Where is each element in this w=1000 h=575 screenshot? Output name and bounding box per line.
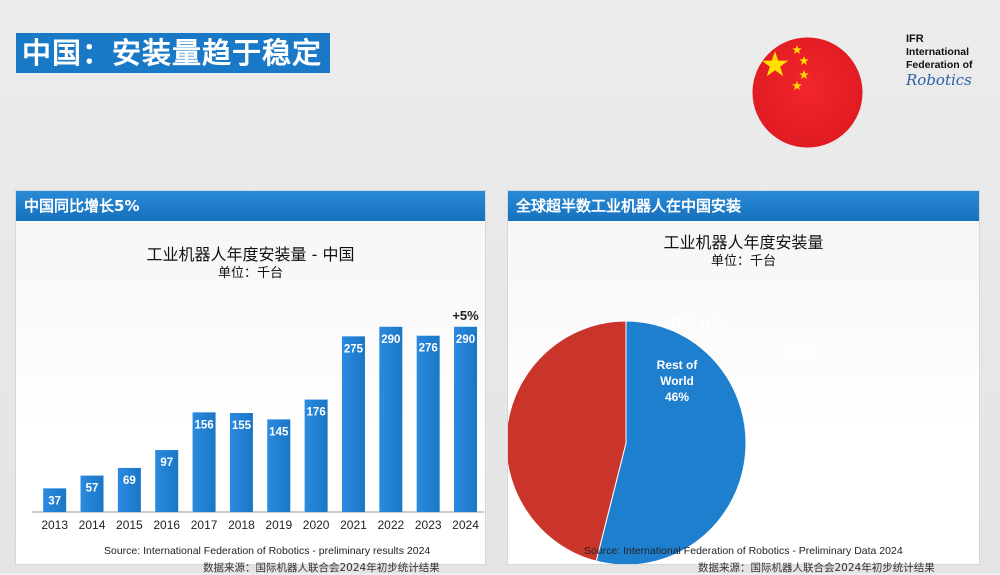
bar-2021 — [341, 336, 365, 512]
pie-panel-header: 全球超半数工业机器人在中国安装 — [508, 191, 979, 221]
pie-data-source: 数据来源：国际机器人联合会2024年初步统计结果 — [698, 562, 935, 574]
bar-value-label: 57 — [86, 483, 99, 495]
ifr-logo-line3: Federation of — [906, 59, 973, 71]
x-tick-label: 2024 — [452, 518, 479, 532]
pie-chart-unit: 单位：千台 — [710, 254, 776, 269]
bar-2024 — [454, 326, 478, 512]
pie-label-rest-cn: 其他地区 — [669, 316, 725, 332]
ifr-logo-line2: International — [906, 46, 970, 58]
x-tick-label: 2023 — [415, 518, 442, 532]
china-flag-icon — [752, 37, 863, 148]
flag-disc — [752, 37, 863, 148]
bar-2022 — [379, 326, 403, 512]
flag-small-star — [792, 45, 802, 54]
bar-value-label: 276 — [419, 343, 438, 355]
bar-2014 — [80, 475, 104, 512]
bar-panel-body: 工业机器人年度安装量 - 中国 单位：千台 37 2013 57 2014 69 2015… — [16, 221, 485, 564]
bar-value-label: 145 — [269, 426, 289, 438]
pie-label-china: China — [811, 391, 845, 405]
bar-chart-panel: 中国同比增长5% 工业机器人年度安装量 - 中国 单位：千台 37 2013 57 2… — [15, 190, 486, 565]
flag-small-star — [792, 81, 802, 90]
bar-chart: 37 2013 57 2014 69 2015 97 2016 156 2017 155 2018 14… — [32, 308, 485, 532]
pie-panel-body: 工业机器人年度安装量 单位：千台 中国 China 54% 其他地区 Rest of Wo… — [508, 221, 979, 564]
pie-label-china-cn: 中国 — [778, 343, 814, 363]
bar-value-label: 37 — [48, 495, 61, 507]
x-tick-label: 2019 — [265, 518, 292, 532]
pie-chart-panel: 全球超半数工业机器人在中国安装 工业机器人年度安装量 单位：千台 中国 China… — [507, 190, 980, 565]
flag-small-star — [799, 56, 809, 65]
x-tick-label: 2014 — [79, 518, 106, 532]
pie-chart: 中国 China 54% 其他地区 Rest of World 46% — [508, 316, 845, 564]
bar-value-label: 69 — [123, 475, 136, 487]
bar-2019 — [267, 419, 291, 512]
bar-2017 — [192, 412, 216, 512]
x-tick-label: 2016 — [153, 518, 180, 532]
flag-small-star — [799, 70, 809, 79]
bar-value-label: 155 — [232, 420, 252, 432]
x-tick-label: 2013 — [41, 518, 68, 532]
bar-2018 — [229, 413, 253, 512]
x-tick-label: 2020 — [303, 518, 330, 532]
x-tick-label: 2015 — [116, 518, 143, 532]
bar-2016 — [155, 450, 179, 512]
x-tick-label: 2018 — [228, 518, 255, 532]
ifr-logo: IFR International Federation of Robotics — [906, 33, 998, 89]
pie-chart-title: 工业机器人年度安装量 — [663, 233, 824, 252]
bar-value-label: 290 — [456, 334, 475, 346]
ifr-logo-line4: Robotics — [906, 71, 972, 89]
bar-value-label: 97 — [160, 457, 173, 469]
pie-label-china-pct: 54% — [816, 407, 840, 421]
bar-panel-header: 中国同比增长5% — [16, 191, 485, 221]
bar-chart-unit: 单位：千台 — [217, 266, 283, 281]
x-tick-label: 2017 — [191, 518, 218, 532]
x-tick-label: 2021 — [340, 518, 367, 532]
ifr-logo-line1: IFR — [906, 33, 924, 45]
bar-chart-source: Source: International Federation of Robo… — [104, 545, 431, 557]
pie-label-rest: Rest of World — [657, 358, 699, 388]
bar-value-label: 275 — [344, 343, 364, 355]
bar-2023 — [416, 335, 440, 512]
bar-2020 — [304, 399, 328, 512]
flag-big-star — [761, 51, 789, 77]
bar-2013 — [43, 488, 67, 512]
growth-annotation: +5% — [452, 308, 479, 323]
pie-label-rest-pct: 46% — [665, 390, 689, 404]
bar-value-label: 290 — [381, 334, 400, 346]
pie-slice-rest-of-world — [508, 320, 627, 562]
pie-slice-china — [595, 320, 747, 564]
bar-data-source: 数据来源：国际机器人联合会2024年初步统计结果 — [203, 562, 440, 574]
x-tick-label: 2022 — [377, 518, 404, 532]
bar-value-label: 156 — [194, 419, 213, 431]
bar-2015 — [117, 467, 141, 512]
bar-chart-title: 工业机器人年度安装量 - 中国 — [146, 245, 355, 264]
slide-title: 中国：安装量趋于稳定 — [16, 33, 331, 73]
pie-chart-source: Source: International Federation of Robo… — [584, 545, 903, 557]
bar-value-label: 176 — [307, 407, 326, 419]
